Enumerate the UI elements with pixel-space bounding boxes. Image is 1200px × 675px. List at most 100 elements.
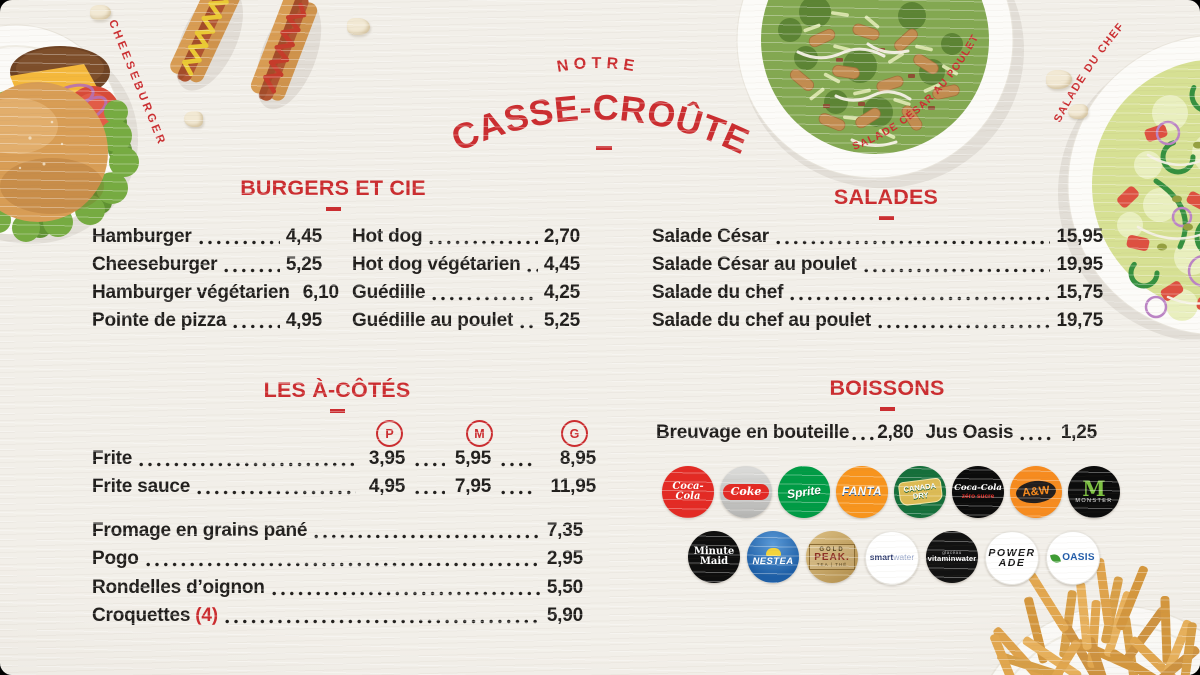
menu-item-row: Frite sauce 4,95 7,95 11,95: [92, 474, 596, 500]
item-label: Hot dog: [352, 226, 423, 247]
logo-text: vitaminwater: [927, 554, 977, 564]
sprite-logo-icon: Sprite: [778, 466, 830, 518]
cheese-curd: [90, 5, 111, 20]
cheese-curd: [184, 111, 203, 127]
logo-text: Maid: [699, 556, 729, 567]
dot-leader: [139, 462, 356, 467]
item-label: Pogo: [92, 548, 139, 569]
nestea-lemon-icon: [765, 547, 781, 556]
item-label: Breuvage en bouteille: [656, 422, 850, 443]
chicken-strips: [789, 23, 960, 131]
ketchup-squiggle: [263, 2, 307, 94]
coca-cola-zero-logo-icon: Coca-Cola zéro sucre: [952, 466, 1004, 518]
item-price: 5,90: [546, 605, 583, 626]
oasis-leaf-icon: [1050, 552, 1062, 564]
heading-dash: [329, 409, 345, 413]
dot-leader: [501, 462, 535, 467]
menu-item-row: Pogo 2,95: [92, 546, 583, 572]
item-label: Frite sauce: [92, 476, 191, 497]
menu-item-row: Pointe de pizza 4,95: [92, 308, 322, 334]
title-main: CASSE-CROÛTE: [445, 86, 755, 162]
menu-item-row: Salade César au poulet 19,95: [652, 252, 1103, 278]
logo-text: PEAK.: [814, 551, 850, 563]
gold-peak-frame: GOLD PEAK. TEA | THÉ: [809, 543, 855, 571]
section-sides: LES À-CÔTÉS: [197, 378, 477, 413]
logo-text: Coke: [722, 484, 770, 500]
dot-leader: [198, 240, 280, 245]
dressing-drizzle: [796, 42, 912, 147]
monster-claw-icon: M: [1082, 475, 1106, 501]
dot-leader: [1020, 436, 1055, 441]
item-label: Cheeseburger: [92, 254, 218, 275]
aw-root-beer-logo-icon: A&W: [1010, 466, 1062, 518]
item-label: Hamburger végétarien: [92, 282, 290, 303]
nestea-logo-icon: NESTEA: [747, 531, 799, 583]
canada-dry-shield: CANADA DRY: [897, 477, 943, 507]
dot-leader: [878, 324, 1051, 329]
item-label: Salade César au poulet: [652, 254, 857, 275]
item-price: 5,50: [546, 577, 583, 598]
dot-leader: [790, 296, 1051, 301]
logo-text: A&W: [1014, 478, 1058, 506]
item-price: 15,95: [1056, 226, 1103, 247]
dot-leader: [197, 490, 356, 495]
item-label: Hot dog végétarien: [352, 254, 521, 275]
menu-item-row: Rondelles d’oignon 5,50: [92, 575, 583, 601]
drink-logos-row-2: Minute Maid NESTEA GOLD PEAK. TEA | THÉ …: [688, 531, 1100, 585]
item-price: 7,35: [546, 520, 583, 541]
menu-item-row: Hamburger 4,45: [92, 224, 322, 250]
hot-dog-mustard: [170, 0, 243, 91]
title-dash: [596, 146, 612, 150]
drink-logos-row-1: Coca-Cola Coke Sprite FANTA CANADA DRY C…: [662, 466, 1120, 518]
smartwater-logo-icon: smart water: [865, 531, 919, 585]
menu-item-row: Salade César 15,95: [652, 224, 1103, 250]
item-price: 2,95: [546, 548, 583, 569]
hot-dog-ketchup: [250, 0, 322, 110]
logo-text: Minute: [693, 545, 735, 557]
size-badge-large: G: [561, 420, 588, 447]
menu-title: NOTRE CASSE-CROÛTE: [445, 55, 755, 162]
section-burgers: BURGERS ET CIE: [193, 176, 473, 211]
item-label: Salade César: [652, 226, 769, 247]
heading-dash: [879, 407, 895, 411]
item-price-small: 4,95: [368, 476, 406, 497]
logo-subtext: TEA | THÉ: [816, 562, 848, 568]
logo-text: NESTEA: [752, 555, 794, 567]
tomato-chunks: [1117, 124, 1200, 314]
cheeseburger-photo: [0, 24, 139, 244]
menu-item-row: Croquettes (4) 5,90: [92, 603, 583, 629]
onion-rings: [1144, 120, 1200, 319]
item-label: Salade du chef: [652, 282, 784, 303]
item-price: 19,95: [1056, 254, 1103, 275]
powerade-logo-icon: POWER ADE: [985, 531, 1039, 585]
dot-leader: [233, 324, 280, 329]
minute-maid-logo-icon: Minute Maid: [688, 531, 740, 583]
item-price: 2,80: [877, 422, 914, 443]
dot-leader: [501, 490, 535, 495]
cheese-curd: [1046, 70, 1072, 89]
menu-item-row: Hot dog 2,70: [352, 224, 580, 250]
dot-leader: [432, 296, 538, 301]
size-badge-medium: M: [466, 420, 493, 447]
gold-peak-logo-icon: GOLD PEAK. TEA | THÉ: [806, 531, 858, 583]
caesar-salad-photo: SALADE CÉSAR AU POULET: [736, 0, 1024, 188]
dot-leader: [527, 268, 538, 273]
menu-item-row: Guédille 4,25: [352, 280, 580, 306]
section-heading: BURGERS ET CIE: [240, 176, 426, 200]
heading-dash: [878, 216, 894, 220]
item-count-note: (4): [195, 605, 218, 626]
item-price: 4,25: [543, 282, 580, 303]
menu-item-row: Hot dog végétarien 4,45: [352, 252, 580, 278]
heading-dash: [325, 207, 341, 211]
dot-leader: [145, 562, 541, 567]
vitaminwater-logo-icon: glacéau vitaminwater: [926, 531, 978, 583]
item-label: Fromage en grains pané: [92, 520, 308, 541]
item-price: 4,95: [285, 310, 322, 331]
fries-bowl-photo: [990, 558, 1200, 675]
logo-text: smart water: [869, 552, 915, 563]
menu-item-row: Breuvage en bouteille 2,80 Jus Oasis 1,2…: [656, 420, 1097, 446]
section-boissons: BOISSONS: [747, 376, 1027, 411]
fanta-logo-icon: FANTA: [836, 466, 888, 518]
dot-leader: [775, 240, 1051, 245]
